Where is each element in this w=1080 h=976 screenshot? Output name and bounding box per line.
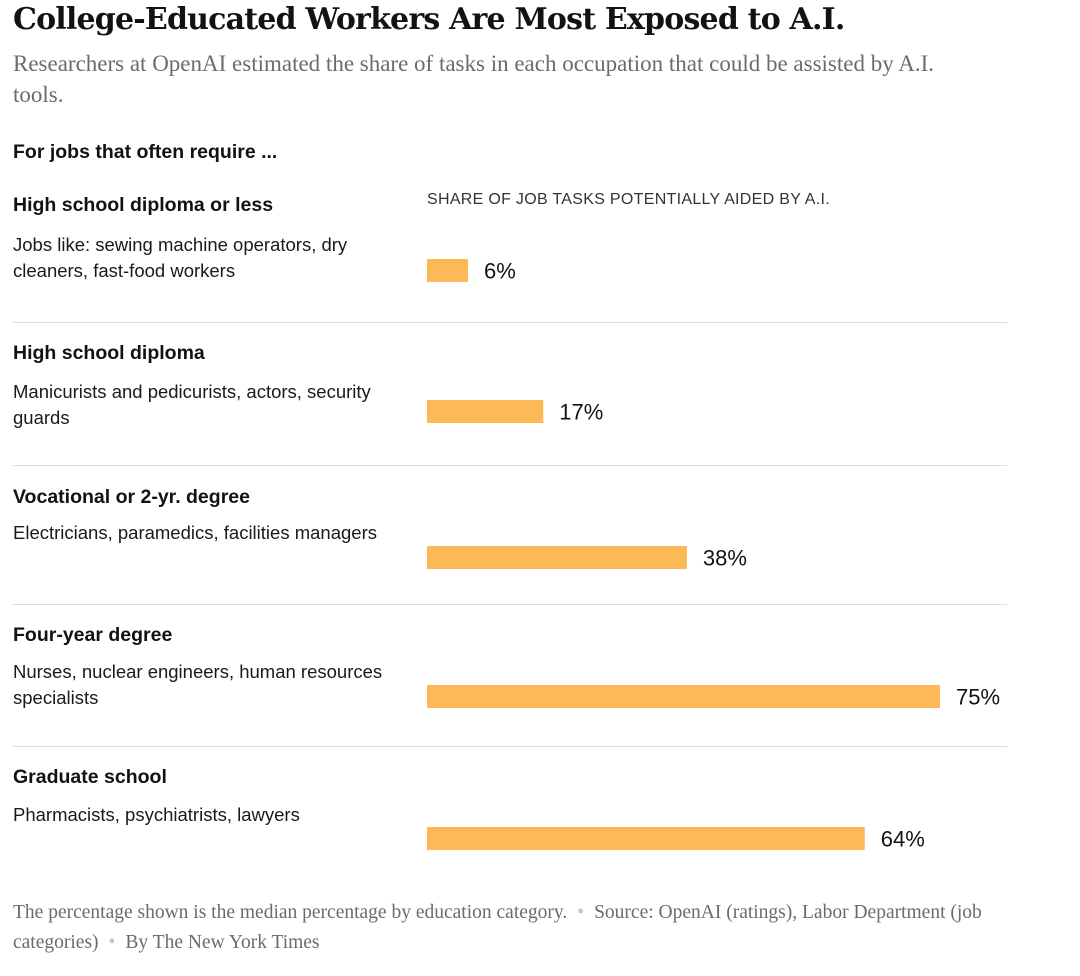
row-divider [13,465,1007,466]
category-heading: Four-year degree [13,624,173,646]
intro-label: For jobs that often require ... [13,141,278,163]
category-description: Pharmacists, psychiatrists, lawyers [13,804,300,825]
bar-value-label: 75% [956,685,1000,710]
bar-value-label: 17% [559,400,603,425]
category-description: Nurses, nuclear engineers, human resourc… [13,661,383,708]
row-divider [13,604,1007,605]
footer-note-text: The percentage shown is the median perce… [13,902,568,923]
bar [427,259,469,282]
category-description: Electricians, paramedics, facilities man… [13,522,377,543]
row-divider [13,322,1007,323]
bar-value-label: 38% [703,546,747,571]
bar [427,827,865,850]
category-heading: Graduate school [13,766,167,788]
bar [427,685,940,708]
category-description: Manicurists and pedicurists, actors, sec… [13,381,371,428]
category-heading: Vocational or 2-yr. degree [13,486,250,508]
footer-credit: By The New York Times [125,932,320,953]
row-divider [13,746,1007,747]
footer-separator: • [108,932,116,953]
category-heading: High school diploma [13,342,205,364]
axis-title: SHARE OF JOB TASKS POTENTIALLY AIDED BY … [427,191,830,208]
chart-subtitle: Researchers at OpenAI estimated the shar… [13,51,934,107]
chart-title: College-Educated Workers Are Most Expose… [13,2,845,37]
category-description: Jobs like: sewing machine operators, dry… [13,234,348,281]
category-heading: High school diploma or less [13,194,274,216]
bar-value-label: 6% [484,259,516,284]
bar-value-label: 64% [881,827,925,852]
footer-note: The percentage shown is the median perce… [13,898,1013,958]
bar [427,400,544,423]
footer-separator: • [577,902,585,923]
bar [427,546,687,569]
footer-source: Source: OpenAI (ratings), Labor Departme… [13,902,982,953]
